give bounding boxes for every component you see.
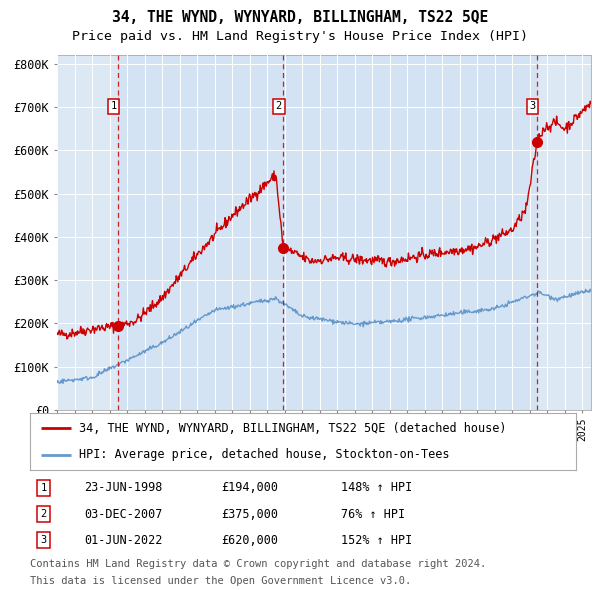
Text: Price paid vs. HM Land Registry's House Price Index (HPI): Price paid vs. HM Land Registry's House …: [72, 30, 528, 43]
Text: 03-DEC-2007: 03-DEC-2007: [85, 507, 163, 520]
Text: This data is licensed under the Open Government Licence v3.0.: This data is licensed under the Open Gov…: [30, 576, 411, 586]
Text: 2: 2: [41, 509, 47, 519]
Text: 1: 1: [41, 483, 47, 493]
Text: 152% ↑ HPI: 152% ↑ HPI: [341, 534, 412, 547]
Text: 01-JUN-2022: 01-JUN-2022: [85, 534, 163, 547]
Text: 1: 1: [110, 101, 116, 112]
Bar: [118, 55, 537, 410]
Text: £620,000: £620,000: [221, 534, 278, 547]
Text: HPI: Average price, detached house, Stockton-on-Tees: HPI: Average price, detached house, Stoc…: [79, 448, 449, 461]
Text: 3: 3: [530, 101, 536, 112]
Text: 148% ↑ HPI: 148% ↑ HPI: [341, 481, 412, 494]
Text: 76% ↑ HPI: 76% ↑ HPI: [341, 507, 406, 520]
Text: 34, THE WYND, WYNYARD, BILLINGHAM, TS22 5QE (detached house): 34, THE WYND, WYNYARD, BILLINGHAM, TS22 …: [79, 422, 506, 435]
Text: 3: 3: [41, 535, 47, 545]
Text: 2: 2: [276, 101, 282, 112]
Text: Contains HM Land Registry data © Crown copyright and database right 2024.: Contains HM Land Registry data © Crown c…: [30, 559, 486, 569]
Text: 34, THE WYND, WYNYARD, BILLINGHAM, TS22 5QE: 34, THE WYND, WYNYARD, BILLINGHAM, TS22 …: [112, 10, 488, 25]
Text: £194,000: £194,000: [221, 481, 278, 494]
Text: £375,000: £375,000: [221, 507, 278, 520]
Text: 23-JUN-1998: 23-JUN-1998: [85, 481, 163, 494]
